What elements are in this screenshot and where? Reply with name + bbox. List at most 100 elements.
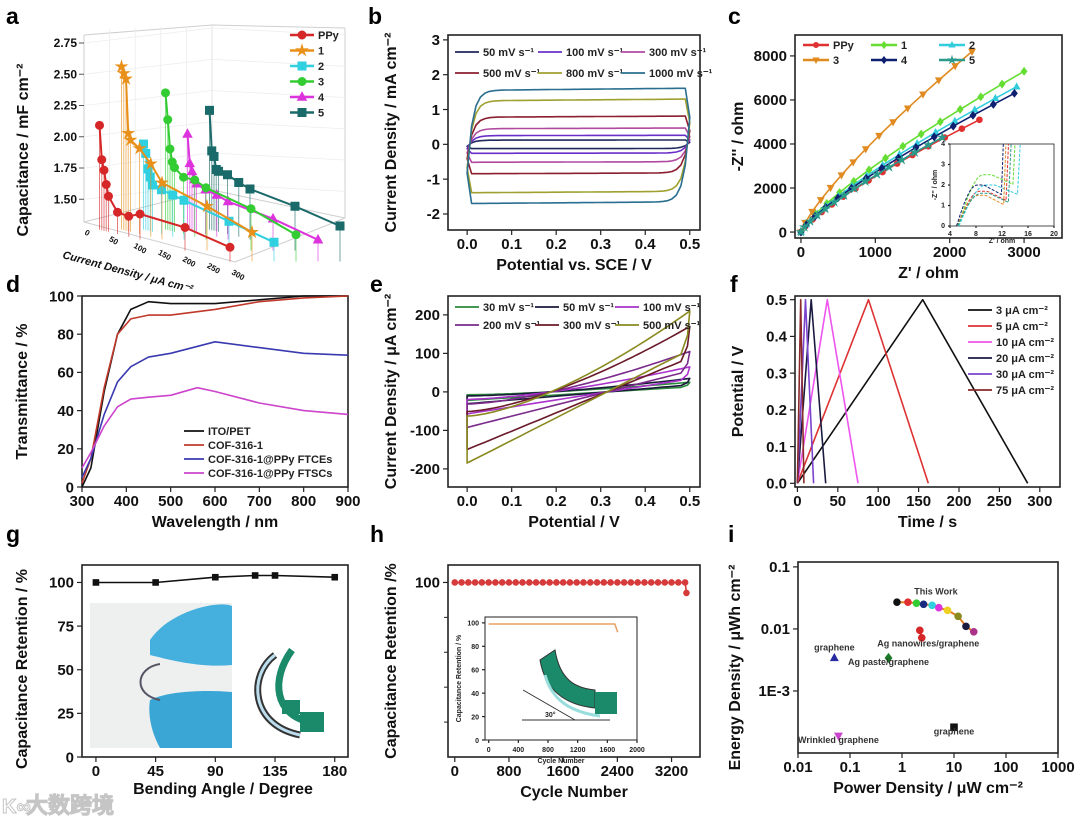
y-tick-label: 0.01 (761, 621, 790, 638)
data-point (331, 573, 339, 581)
y-tick-label: 75 (57, 618, 74, 635)
y-tick-label: 100 (415, 575, 440, 592)
legend-item: ITO/PET (184, 426, 251, 438)
legend-item: 2 (290, 61, 324, 73)
y-tick-label: 2000 (754, 180, 787, 197)
plot-frame (447, 564, 701, 758)
series-Ag-nanowires/graphene (916, 626, 926, 642)
legend-marker (948, 40, 956, 48)
data-point (532, 579, 540, 586)
data-point (970, 105, 979, 113)
x-tick-label: 2000 (629, 747, 645, 754)
inset-series-line (957, 143, 1016, 227)
x-tick-label: 0.2 (546, 493, 567, 510)
legend-label: PPy (833, 40, 855, 52)
data-point (143, 156, 158, 170)
data-point (675, 579, 682, 586)
data-point (912, 599, 921, 608)
series-500-mV-s⁻¹ (466, 310, 691, 464)
series-100-mV-s⁻¹ (466, 366, 691, 415)
x-tick-label: 3200 (655, 763, 688, 780)
legend-item: 100 mV s⁻¹ (538, 47, 624, 59)
data-point (165, 144, 175, 154)
series-200-mV-s⁻¹ (466, 350, 691, 429)
legend-label: 30 mV s⁻¹ (483, 302, 534, 314)
data-point (190, 175, 200, 185)
legend-marker (880, 40, 888, 50)
x-tick-label: 500 (158, 493, 183, 510)
y-tick-label: 0.1 (769, 559, 790, 576)
annotation-label: Ag nanowires/graphene (877, 639, 979, 649)
series-10-μA-cm⁻² (796, 298, 859, 484)
y-tick-label: 2 (941, 182, 945, 189)
y-tick-label: 3 (941, 162, 945, 169)
inset-series-line (956, 143, 1009, 227)
data-point (627, 579, 635, 586)
legend-label: 50 mV s⁻¹ (483, 47, 534, 59)
legend-item: COF-316-1@PPy FTSCs (184, 468, 332, 480)
y-tick-label: 4000 (754, 136, 787, 153)
y-axis-label: Capacitance / mF cm⁻² (15, 64, 32, 237)
series-line (466, 134, 691, 155)
x-tick-label: 1000 (1041, 759, 1074, 776)
legend-item: 1000 mV s⁻¹ (621, 68, 713, 80)
legend-label: 1000 mV s⁻¹ (649, 68, 713, 80)
data-point (837, 172, 846, 180)
data-point (485, 579, 492, 586)
data-point (123, 132, 138, 147)
data-point (92, 579, 100, 586)
x-tick-label: 0 (83, 228, 92, 238)
x-tick-label: 1000 (859, 244, 892, 261)
series-3-μA-cm⁻² (796, 298, 1029, 484)
data-point (214, 166, 223, 176)
x-tick-label: 0.4 (635, 236, 657, 253)
watermark-logo: K∞ (2, 796, 31, 816)
x-tick-label: 2000 (933, 244, 966, 261)
series-ITO/PET (81, 295, 348, 488)
data-point (799, 221, 810, 232)
data-point (525, 579, 533, 586)
legend-marker (297, 30, 307, 40)
legend-label: 20 μA cm⁻² (996, 353, 1054, 365)
data-point (559, 579, 567, 586)
y-tick-label: 100 (467, 621, 479, 628)
data-point (116, 65, 131, 80)
x-tick-label: 0.3 (590, 493, 611, 510)
data-point (808, 208, 817, 217)
y-tick-label: 0.4 (766, 329, 788, 346)
series-line (81, 341, 349, 478)
data-point (478, 579, 486, 586)
series-line (466, 87, 691, 205)
series-line (98, 125, 231, 249)
legend-item: 300 mV s⁻¹ (535, 320, 621, 332)
data-point (882, 153, 889, 163)
x-tick-label: 700 (247, 493, 272, 510)
plot-frame (794, 295, 1061, 488)
x-axis-label: Z' / ohm (989, 238, 1016, 245)
legend-marker (947, 54, 957, 65)
series-line (81, 295, 348, 488)
x-tick-label: 0.0 (457, 236, 478, 253)
data-point (114, 59, 129, 73)
inset-chart: 0 400 800 1200 1600 2000 0 20 40 60 80 100 Cycle Num… (456, 616, 645, 765)
data-point (683, 589, 690, 597)
legend-label: 300 mV s⁻¹ (563, 320, 621, 332)
x-tick-label: 0.1 (840, 759, 861, 776)
data-point (977, 92, 985, 102)
x-tick-label: 12 (998, 231, 1006, 238)
data-point (681, 579, 689, 586)
inset-series-line (488, 623, 619, 633)
data-point (170, 163, 179, 173)
y-tick-label: 3 (432, 32, 440, 49)
data-point (291, 230, 301, 240)
legend-item: 50 mV s⁻¹ (535, 302, 614, 314)
data-point (148, 180, 157, 190)
x-tick-label: 400 (513, 747, 525, 754)
annotation-label: Ag paste/graphene (848, 657, 929, 667)
x-tick-label: 250 (987, 493, 1012, 510)
legend-marker (295, 43, 309, 57)
data-point (614, 579, 621, 586)
data-point (641, 579, 648, 586)
